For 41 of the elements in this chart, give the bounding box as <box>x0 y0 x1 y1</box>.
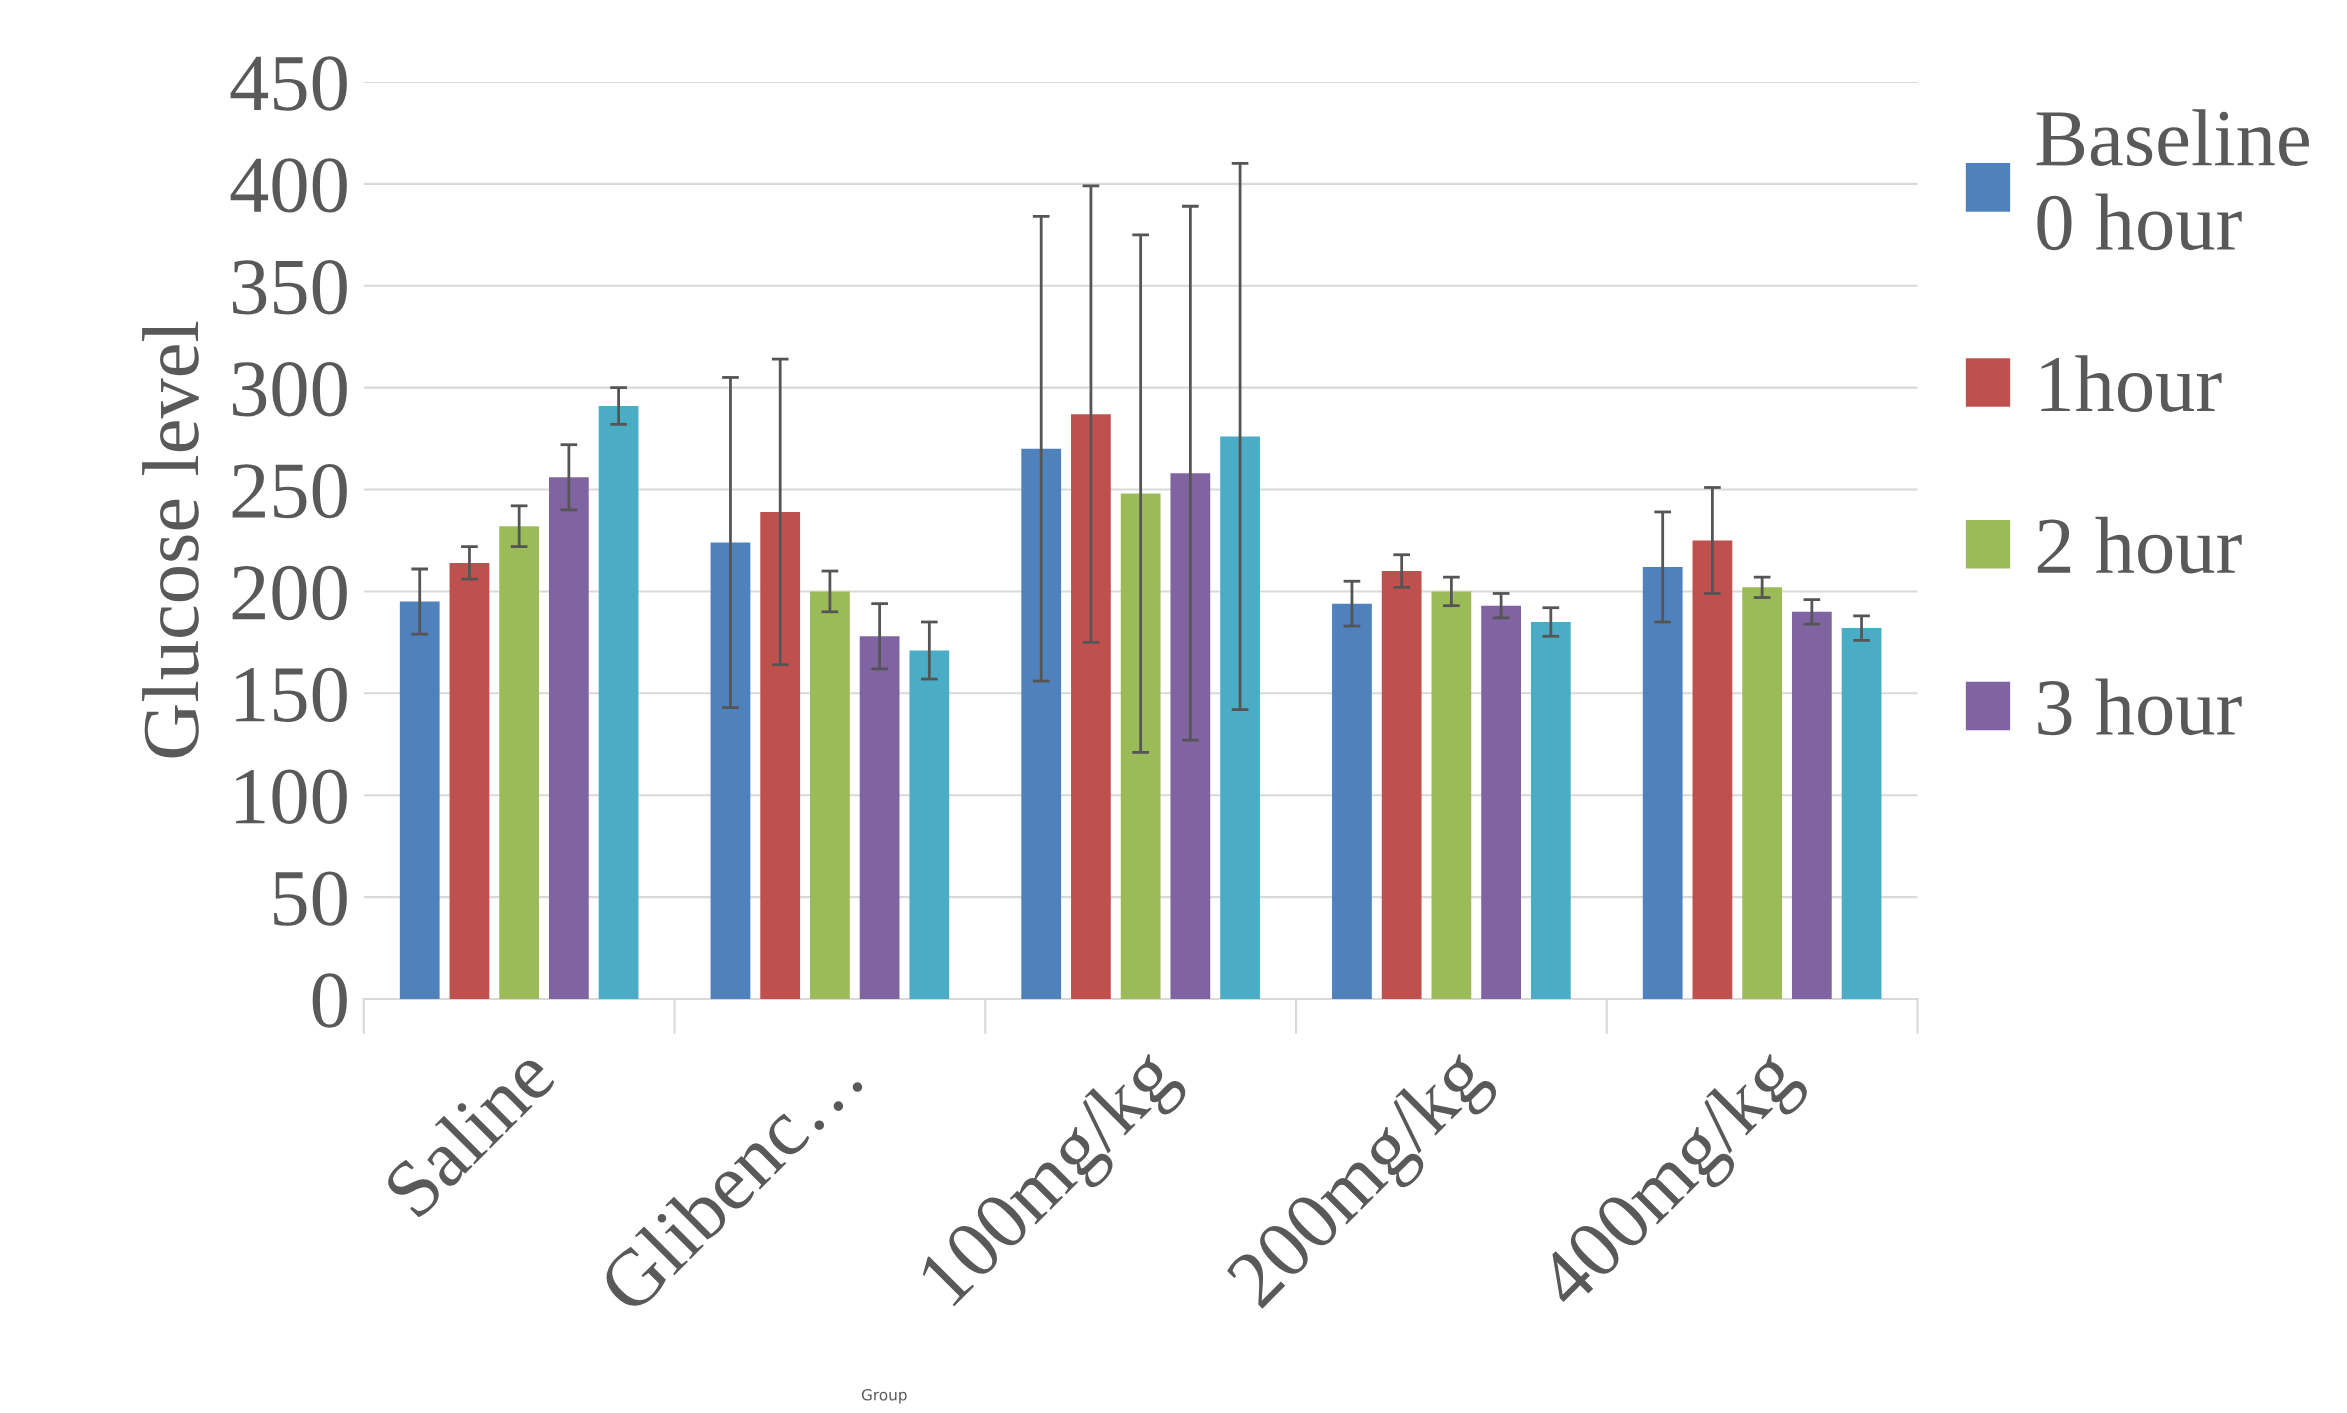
bar <box>1071 414 1111 999</box>
bar <box>1692 540 1733 999</box>
y-tick-label: 300 <box>232 362 347 417</box>
bar <box>1021 448 1062 999</box>
bar <box>1791 611 1832 999</box>
bar <box>909 650 950 999</box>
bar <box>1332 603 1372 999</box>
bar <box>1742 587 1783 999</box>
bar <box>499 526 540 999</box>
legend-label: Baseline 0 hour <box>2036 109 2309 251</box>
bar <box>1120 493 1161 999</box>
bar <box>710 542 751 999</box>
bar <box>1431 591 1472 999</box>
y-tick-label: 450 <box>230 56 347 111</box>
y-tick-label: 0 <box>312 973 347 1028</box>
y-tick-label: 150 <box>236 667 347 723</box>
bar <box>449 562 490 999</box>
bar <box>1841 628 1882 999</box>
bar <box>548 477 589 999</box>
bar <box>760 511 801 999</box>
bar <box>1170 473 1211 999</box>
legend-label: 2 hour <box>2037 516 2242 574</box>
legend-label: 3 hour <box>2038 678 2242 736</box>
y-tick-label: 100 <box>236 769 347 824</box>
y-tick-label: 200 <box>232 565 347 621</box>
bar <box>1220 436 1260 999</box>
y-tick-label: 400 <box>230 158 347 213</box>
y-axis-title: Glucose level <box>142 321 199 758</box>
bar <box>810 591 850 999</box>
x-axis-title: Group <box>861 1389 907 1404</box>
y-tick-label: 350 <box>232 260 347 315</box>
y-tick-label: 50 <box>274 871 347 926</box>
bar <box>1530 621 1571 999</box>
bar <box>598 405 639 999</box>
bar <box>1381 571 1422 999</box>
bar <box>1481 605 1521 999</box>
bar <box>399 601 440 999</box>
bar <box>1642 566 1683 999</box>
bar <box>859 636 900 999</box>
legend-label: 1hour <box>2041 355 2222 412</box>
y-tick-label: 250 <box>232 463 347 519</box>
